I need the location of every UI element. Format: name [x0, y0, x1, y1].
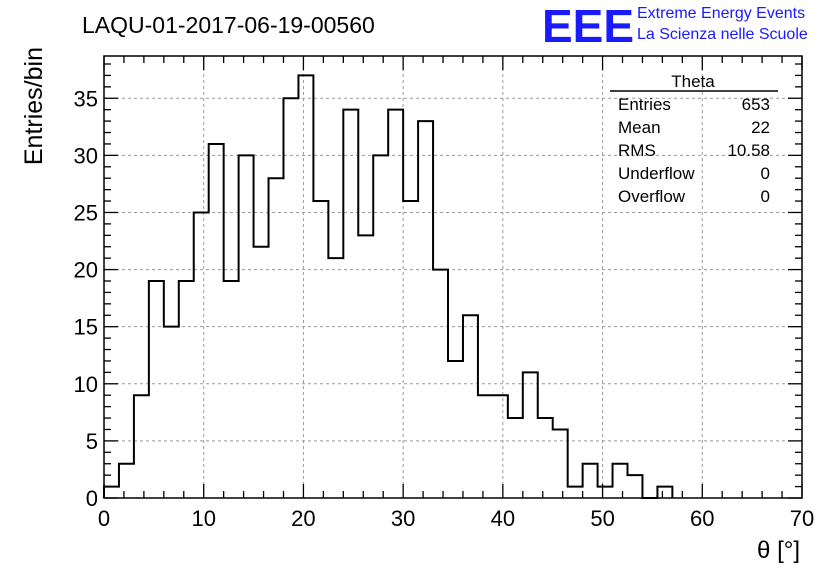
x-tick-label: 20 — [291, 506, 315, 531]
histogram-bin — [343, 110, 358, 498]
x-tick-label: 30 — [391, 506, 415, 531]
histogram-bin — [283, 98, 298, 498]
y-tick-label: 15 — [74, 315, 98, 340]
axis-ticks — [103, 56, 803, 499]
logo-line1: Extreme Energy Events — [637, 5, 805, 22]
x-tick-label: 50 — [590, 506, 614, 531]
histogram-bin — [463, 315, 478, 498]
logo-mark: EEE — [542, 0, 634, 52]
tick-labels: 0 10 20 30 40 50 60 70 0 5 10 15 20 25 30 35 — [74, 86, 815, 531]
x-tick-label: 10 — [191, 506, 215, 531]
stats-value: 22 — [751, 118, 770, 137]
stats-box: Theta Entries 653 Mean 22 RMS 10.58 Underflow 0… — [610, 72, 778, 206]
histogram-bin — [657, 487, 672, 498]
histogram-bin — [119, 464, 134, 498]
histogram-bin — [613, 464, 628, 498]
histogram-bin — [568, 487, 583, 498]
x-tick-label: 40 — [491, 506, 515, 531]
histogram-bin — [628, 475, 643, 498]
histogram-bin — [269, 178, 284, 498]
histogram-bin — [493, 395, 508, 498]
plot-frame — [103, 55, 803, 499]
histogram-bin — [164, 327, 179, 498]
stats-value: 10.58 — [727, 141, 770, 160]
y-tick-label: 0 — [86, 486, 98, 511]
eee-logo: EEE Extreme Energy Events La Scienza nel… — [542, 0, 808, 52]
chart-title: LAQU-01-2017-06-19-00560 — [82, 12, 375, 38]
histogram-bin — [358, 235, 373, 498]
histogram-outline — [103, 74, 674, 499]
histogram-bin — [179, 281, 194, 498]
logo-line2: La Scienza nelle Scuole — [637, 26, 808, 43]
histogram-bin — [403, 201, 418, 498]
stats-value: 0 — [761, 164, 770, 183]
y-tick-label: 25 — [74, 200, 98, 225]
histogram-bin — [523, 372, 538, 498]
histogram-bin — [194, 212, 209, 498]
histogram-bin — [478, 395, 493, 498]
histogram-bin — [209, 144, 224, 498]
histogram-bin — [418, 121, 433, 498]
histogram-bin — [254, 247, 269, 498]
histogram-bin — [538, 418, 553, 498]
stats-title: Theta — [671, 72, 715, 91]
histogram-bin — [239, 155, 254, 498]
y-tick-label: 35 — [74, 86, 98, 111]
x-tick-label: 0 — [98, 506, 110, 531]
y-tick-label: 20 — [74, 258, 98, 283]
stats-label: Overflow — [618, 187, 686, 206]
histogram-bin — [328, 258, 343, 498]
histogram-bin — [553, 429, 568, 498]
histogram-bin — [313, 201, 328, 498]
stats-label: Mean — [618, 118, 661, 137]
histogram-bin — [583, 464, 598, 498]
stats-label: RMS — [618, 141, 656, 160]
histogram-bin — [448, 361, 463, 498]
histogram-bin — [298, 75, 313, 498]
y-tick-label: 5 — [86, 429, 98, 454]
histogram-bin — [134, 395, 149, 498]
y-tick-label: 30 — [74, 143, 98, 168]
y-tick-label: 10 — [74, 372, 98, 397]
stats-value: 0 — [761, 187, 770, 206]
histogram-bin — [388, 110, 403, 498]
x-tick-label: 70 — [790, 506, 814, 531]
x-axis-label: θ [°] — [757, 537, 800, 564]
grid-lines — [104, 56, 802, 498]
histogram-bin — [508, 418, 523, 498]
histogram-bin — [598, 487, 613, 498]
stats-value: 653 — [742, 95, 770, 114]
y-axis-label: Entries/bin — [20, 47, 48, 165]
histogram-bin — [149, 281, 164, 498]
stats-label: Underflow — [618, 164, 695, 183]
histogram-bin — [224, 281, 239, 498]
x-tick-label: 60 — [690, 506, 714, 531]
stats-label: Entries — [618, 95, 671, 114]
histogram-bin — [104, 487, 119, 498]
